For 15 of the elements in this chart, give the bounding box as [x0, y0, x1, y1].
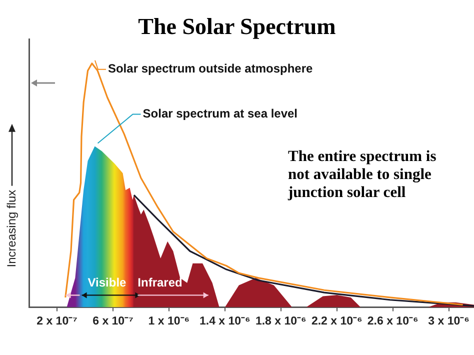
annotation: Visible	[88, 276, 127, 290]
chart-title: The Solar Spectrum	[137, 14, 337, 40]
x-tick-label: 6 x 10⁻⁷	[92, 315, 134, 328]
annotation: Infrared	[138, 276, 182, 290]
x-tick-label: 2.2 x 10⁻⁶	[311, 315, 362, 328]
x-tick-label: 1 x 10⁻⁶	[148, 315, 190, 328]
x-tick-label: 2 x 10⁻⁷	[36, 315, 78, 328]
x-tick-label: 3 x 10⁻⁶	[428, 315, 470, 328]
x-tick-label: 2.6 x 10⁻⁶	[367, 315, 418, 328]
x-tick-label: 1.4 x 10⁻⁶	[199, 315, 250, 328]
legend-label: Solar spectrum outside atmosphere	[108, 62, 314, 76]
annotation: The entire spectrum is not available to single junction solar cell	[288, 148, 438, 202]
x-tick-label: 1.8 x 10⁻⁶	[255, 315, 306, 328]
text: Solar spectrum at sea level	[142, 106, 298, 121]
y-axis-title: Increasing flux	[4, 190, 18, 268]
